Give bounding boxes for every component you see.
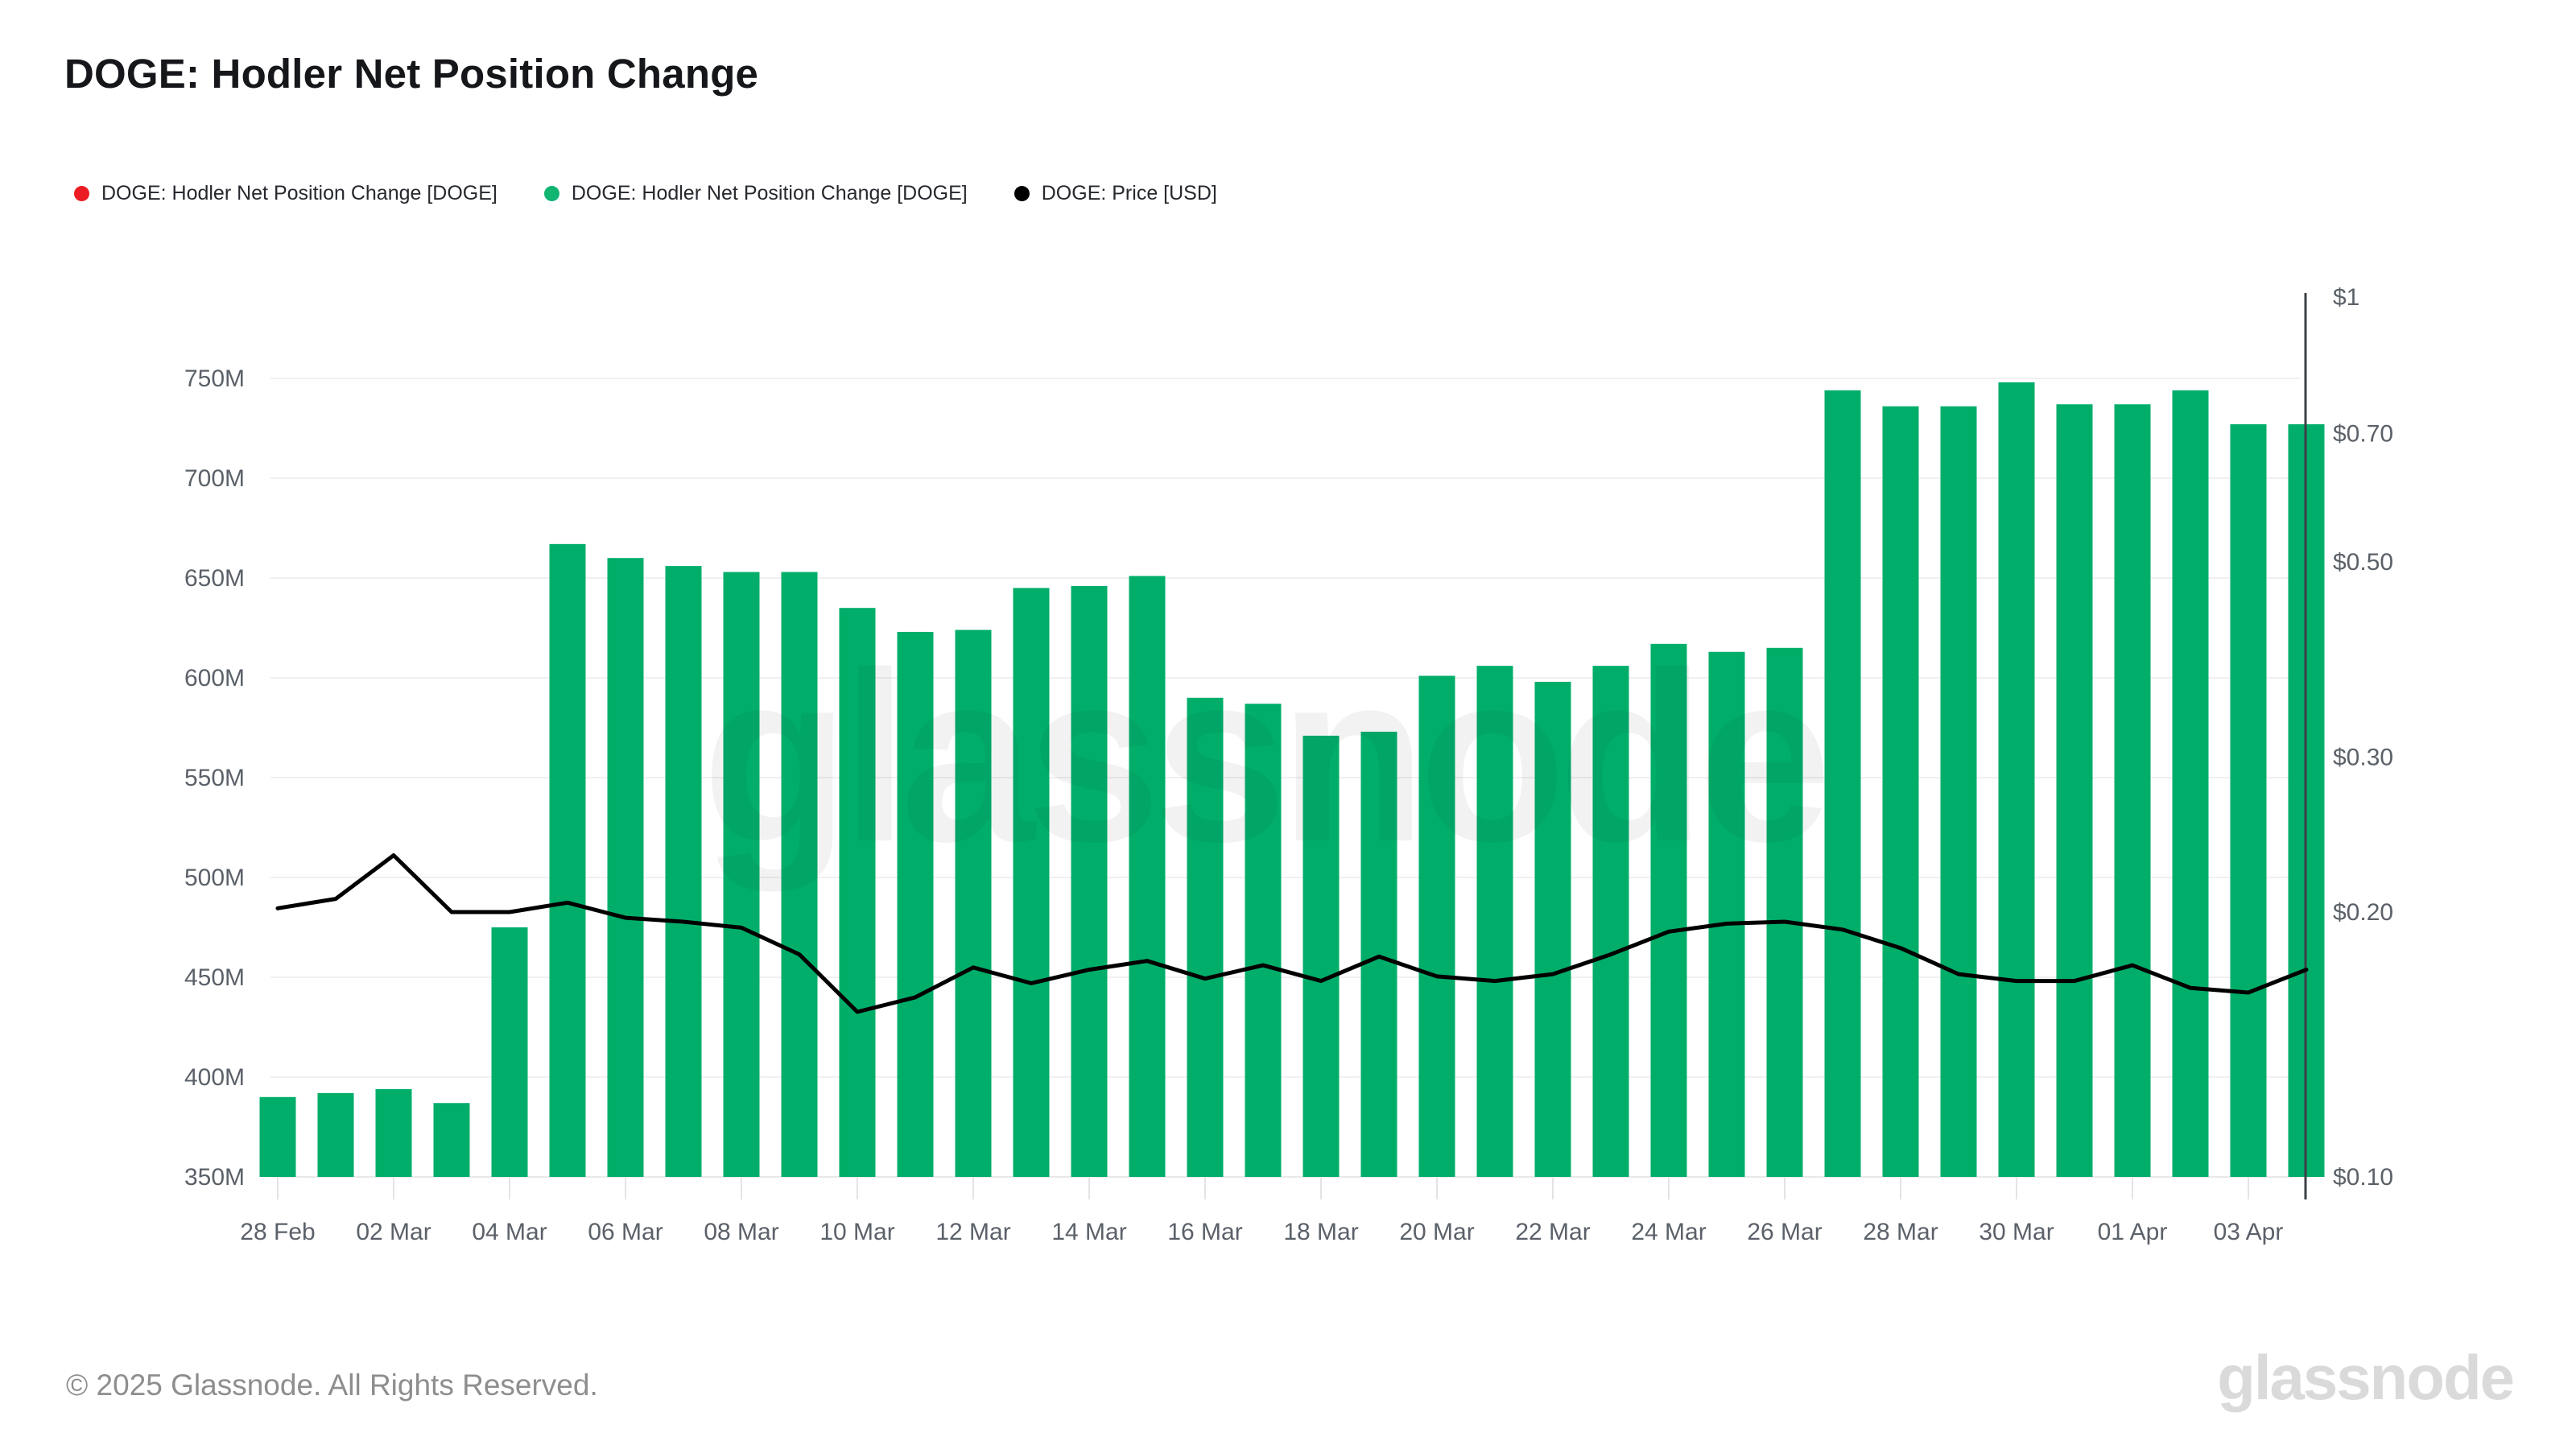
left-axis-tick-label: 400M [184, 1064, 245, 1091]
x-axis-tick-label: 30 Mar [1979, 1219, 2054, 1245]
hodler-net-position-bar[interactable] [491, 927, 528, 1177]
hodler-net-position-bar[interactable] [1360, 731, 1397, 1177]
hodler-net-position-bar[interactable] [1187, 697, 1224, 1177]
x-axis-tick-label: 26 Mar [1747, 1219, 1822, 1245]
hodler-net-position-bar[interactable] [2114, 404, 2151, 1177]
legend-item-label: DOGE: Hodler Net Position Change [DOGE] [571, 182, 968, 204]
left-axis-tick-label: 500M [184, 865, 245, 891]
glassnode-logo: glassnode [2217, 1342, 2515, 1413]
left-axis-tick-label: 650M [184, 565, 245, 592]
page-title: DOGE: Hodler Net Position Change [64, 51, 759, 97]
hodler-net-position-bar[interactable] [1129, 576, 1166, 1177]
x-axis-tick-label: 06 Mar [588, 1219, 663, 1245]
hodler-net-position-bar[interactable] [1302, 735, 1340, 1177]
hodler-net-position-bar[interactable] [2056, 404, 2093, 1177]
x-axis-tick-label: 01 Apr [2098, 1219, 2168, 1245]
hodler-net-position-bar[interactable] [723, 572, 760, 1177]
x-axis-tick-label: 14 Mar [1051, 1219, 1126, 1245]
legend-dot-icon [543, 186, 559, 201]
hodler-net-position-bar[interactable] [1245, 704, 1282, 1177]
left-axis-tick-label: 350M [184, 1164, 245, 1191]
price-line [275, 853, 2309, 1014]
x-axis-tick-label: 10 Mar [819, 1219, 894, 1245]
right-axis-tick-label: $0.10 [2333, 1164, 2393, 1191]
hodler-net-position-bar[interactable] [1824, 390, 1861, 1177]
left-axis-tick-label: 450M [184, 964, 245, 991]
x-axis-tick-label: 28 Feb [240, 1219, 315, 1245]
hodler-net-position-bar[interactable] [433, 1103, 470, 1177]
hodler-net-position-bar[interactable] [1592, 666, 1629, 1177]
left-axis-tick-label: 700M [184, 465, 245, 492]
legend-dot-icon [1013, 186, 1030, 201]
left-axis-tick-label: 750M [184, 365, 245, 392]
legend-item-label: DOGE: Hodler Net Position Change [DOGE] [101, 182, 497, 204]
x-axis-tick-label: 24 Mar [1631, 1219, 1706, 1245]
x-axis-tick-label: 12 Mar [935, 1219, 1010, 1245]
hodler-net-position-bar[interactable] [897, 631, 934, 1177]
right-axis-tick-label: $0.20 [2333, 899, 2393, 926]
hodler-net-position-bar[interactable] [1708, 651, 1745, 1177]
x-axis-tick-label: 20 Mar [1399, 1219, 1474, 1245]
hodler-net-position-bar[interactable] [781, 572, 818, 1177]
hodler-net-position-bar[interactable] [375, 1088, 412, 1177]
left-axis-tick-label: 600M [184, 665, 245, 691]
hodler-net-position-bar[interactable] [317, 1092, 354, 1177]
x-axis-tick-label: 03 Apr [2214, 1219, 2284, 1245]
hodler-net-position-bar[interactable] [1418, 675, 1455, 1177]
right-axis-tick-label: $1 [2333, 284, 2359, 311]
left-axis-tick-label: 550M [184, 765, 245, 791]
x-axis-tick-label: 16 Mar [1167, 1219, 1242, 1245]
legend-item-0[interactable]: DOGE: Hodler Net Position Change [DOGE] [74, 182, 497, 205]
hodler-net-position-bar[interactable] [665, 566, 702, 1177]
hodler-net-position-bar[interactable] [1476, 666, 1513, 1177]
right-axis-tick-label: $0.50 [2333, 549, 2393, 576]
hodler-net-position-bar[interactable] [2172, 390, 2209, 1177]
copyright-text: © 2025 Glassnode. All Rights Reserved. [66, 1368, 598, 1402]
right-axis-tick-label: $0.30 [2333, 745, 2393, 771]
legend-item-2[interactable]: DOGE: Price [USD] [1013, 182, 1217, 205]
hodler-net-position-bar[interactable] [1071, 585, 1108, 1177]
x-axis-tick-label: 08 Mar [704, 1219, 778, 1245]
legend-item-1[interactable]: DOGE: Hodler Net Position Change [DOGE] [543, 182, 968, 205]
chart-legend: DOGE: Hodler Net Position Change [DOGE] D… [74, 182, 1217, 205]
x-axis-tick-label: 28 Mar [1863, 1219, 1938, 1245]
hodler-net-position-bar[interactable] [1882, 406, 1919, 1178]
hodler-net-position-bar[interactable] [1650, 643, 1687, 1177]
hodler-net-position-bar[interactable] [1534, 681, 1571, 1177]
hodler-net-position-bar[interactable] [549, 543, 586, 1177]
x-axis-tick-label: 18 Mar [1283, 1219, 1358, 1245]
right-axis-tick-label: $0.70 [2333, 420, 2393, 447]
x-axis-tick-label: 22 Mar [1515, 1219, 1590, 1245]
hodler-net-position-bar[interactable] [259, 1096, 296, 1177]
x-axis-tick-label: 02 Mar [356, 1219, 431, 1245]
legend-item-label: DOGE: Price [USD] [1041, 182, 1217, 204]
hodler-net-position-bar[interactable] [607, 558, 644, 1177]
hodler-net-position-bar[interactable] [2230, 424, 2267, 1177]
legend-dot-icon [74, 186, 89, 201]
hodler-net-position-bar[interactable] [1013, 588, 1050, 1177]
hodler-net-position-bar[interactable] [1998, 382, 2035, 1178]
hodler-net-position-bar[interactable] [1940, 406, 1977, 1178]
hodler-net-position-bar[interactable] [955, 630, 992, 1177]
hodler-net-position-bar[interactable] [839, 608, 876, 1177]
x-axis-tick-label: 04 Mar [472, 1219, 547, 1245]
hodler-net-position-bar[interactable] [1766, 647, 1803, 1177]
